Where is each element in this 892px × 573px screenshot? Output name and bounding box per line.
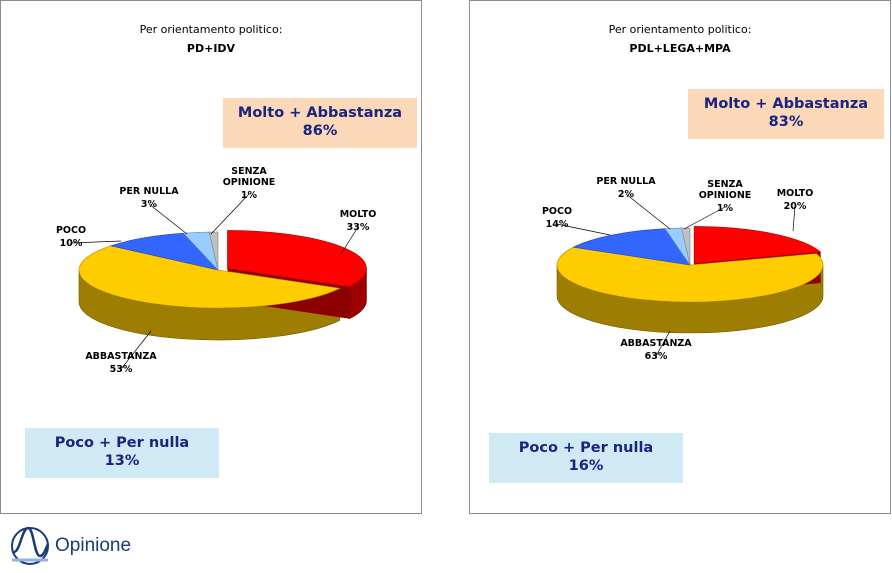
pie-slice-senza-opinione	[208, 231, 219, 271]
slice-label-poco: POCO	[542, 206, 572, 217]
slice-value-senza-opinione: 1%	[241, 190, 258, 201]
summary-low-value: 16%	[568, 458, 604, 474]
summary-high-label: Molto + Abbastanza	[703, 96, 869, 112]
leader-line-abbastanza	[655, 330, 671, 357]
slice-value-per-nulla: 3%	[141, 199, 158, 210]
slice-label-per-nulla: PER NULLA	[119, 186, 179, 197]
summary-low-label: Poco + Per nulla	[518, 440, 654, 456]
leader-line-senza-opinione	[210, 193, 250, 235]
slice-label-senza-opinione: SENZA	[707, 179, 743, 190]
pie-slice-abbastanza	[78, 245, 341, 309]
opinione-logo	[11, 526, 50, 565]
summary-high-box: Molto + Abbastanza 83%	[688, 89, 884, 139]
slice-label-molto: MOLTO	[340, 209, 377, 220]
slice-value-senza-opinione: 1%	[717, 203, 734, 214]
leader-line-molto	[340, 226, 359, 255]
slice-value-abbastanza: 63%	[645, 351, 668, 362]
leader-line-per-nulla	[148, 203, 188, 235]
chart-title: Per orientamento politico:	[139, 23, 283, 36]
slice-label-abbastanza: ABBASTANZA	[85, 351, 157, 362]
slice-label-senza-opinione: OPINIONE	[223, 177, 276, 188]
slice-value-molto: 20%	[784, 201, 807, 212]
summary-low-box: Poco + Per nulla 16%	[489, 433, 683, 483]
slice-value-abbastanza: 53%	[110, 364, 133, 375]
slice-value-molto: 33%	[347, 222, 370, 233]
chart-title: Per orientamento politico:	[608, 23, 752, 36]
chart-subtitle: PD+IDV	[186, 42, 236, 55]
chart-panel-right: Per orientamento politico: PDL+LEGA+MPA …	[469, 0, 891, 514]
leader-line-abbastanza	[120, 330, 152, 370]
leader-line-per-nulla	[625, 193, 671, 230]
slice-value-per-nulla: 2%	[618, 189, 635, 200]
leader-line-senza-opinione	[683, 206, 726, 230]
leader-line-molto	[792, 205, 796, 232]
pie-slice-poco	[109, 232, 219, 271]
brand-name: Opinione	[55, 535, 132, 556]
leader-line-poco	[556, 223, 611, 236]
pie-slice-molto	[693, 226, 822, 264]
summary-low-value: 13%	[104, 453, 140, 469]
summary-high-label: Molto + Abbastanza	[237, 105, 403, 121]
chart-subtitle: PDL+LEGA+MPA	[629, 42, 731, 55]
slice-label-abbastanza: ABBASTANZA	[620, 338, 692, 349]
slice-label-poco: POCO	[56, 225, 86, 236]
chart-panel-left: Per orientamento politico: PD+IDV Molto …	[0, 0, 422, 514]
summary-high-value: 83%	[768, 114, 804, 130]
summary-low-box: Poco + Per nulla 13%	[25, 428, 219, 478]
summary-high-value: 86%	[302, 123, 338, 139]
pie-chart-left: MOLTO 33% ABBASTANZA 53% POCO 10% PER NULLA 3% S…	[56, 166, 377, 375]
summary-low-label: Poco + Per nulla	[54, 435, 190, 451]
slice-label-senza-opinione: SENZA	[231, 166, 267, 177]
slice-label-per-nulla: PER NULLA	[596, 176, 656, 187]
summary-high-box: Molto + Abbastanza 86%	[223, 98, 417, 148]
slice-value-poco: 14%	[546, 219, 569, 230]
pie-slice-molto	[227, 230, 367, 288]
pie-chart-right: MOLTO 20% ABBASTANZA 63% POCO 14% PER NULLA 2% S…	[542, 176, 824, 362]
leader-line-poco	[70, 240, 122, 244]
slice-label-senza-opinione: OPINIONE	[699, 190, 752, 201]
pie-slice-abbastanza	[556, 246, 824, 303]
slice-label-molto: MOLTO	[777, 188, 814, 199]
pie-slice-poco	[572, 228, 691, 266]
slice-value-poco: 10%	[60, 238, 83, 249]
